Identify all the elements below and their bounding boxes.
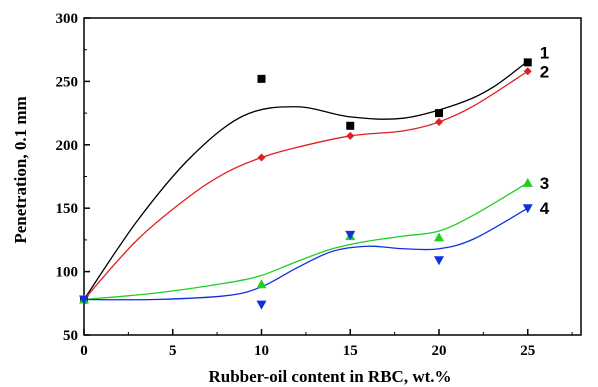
series-1-point: [257, 74, 266, 83]
series-2-point: [346, 131, 355, 140]
series-3-point: [434, 232, 444, 242]
x-axis-ticks: 0 5 10 15 20 25: [80, 329, 573, 359]
series-labels: 12 3 4: [540, 43, 550, 218]
series-4-point: [345, 230, 356, 240]
series-4-point: [79, 295, 89, 305]
series-3-point: [522, 177, 533, 187]
series-4-fit-line: [83, 207, 529, 301]
y-tick-label: 250: [56, 74, 79, 90]
series-3-fit-line: [83, 182, 529, 301]
x-tick-label: 20: [432, 343, 447, 359]
x-tick-label: 25: [520, 343, 535, 359]
series-3-label: 3: [540, 174, 549, 193]
series-2-point: [523, 67, 532, 76]
series-1-point: [346, 121, 355, 130]
y-tick-label: 50: [63, 328, 78, 344]
fit-curves: [83, 60, 529, 301]
series-2-point: [435, 117, 443, 126]
series-1-fit-line: [83, 60, 529, 300]
y-axis-ticks: 50 100 150 200 250 300: [56, 11, 90, 344]
series-1-point: [523, 58, 532, 67]
y-tick-label: 150: [56, 201, 79, 217]
y-tick-label: 300: [56, 11, 79, 27]
series-1-point: [435, 109, 443, 118]
series-2-label: 2: [540, 62, 549, 81]
x-tick-label: 5: [169, 343, 177, 359]
x-tick-label: 10: [254, 343, 269, 359]
series-4-label: 4: [540, 199, 550, 218]
series-4-point: [434, 256, 444, 266]
series-3-point: [256, 279, 267, 289]
plot-border: [83, 17, 582, 336]
series-4-point: [256, 300, 267, 310]
x-tick-label: 0: [80, 343, 88, 359]
plot-frame: [83, 17, 582, 336]
data-markers: [79, 58, 533, 310]
x-tick-label: 15: [343, 343, 358, 359]
series-4-point: [522, 204, 533, 214]
y-tick-label: 200: [56, 138, 79, 154]
y-axis-title: Penetration, 0.1 mm: [11, 96, 30, 243]
x-axis-title: Rubber-oil content in RBC, wt.%: [208, 367, 451, 386]
y-tick-label: 100: [56, 265, 79, 281]
series-1-label: 1: [540, 43, 549, 62]
series-2-point: [257, 153, 266, 162]
series-2-fit-line: [83, 70, 529, 300]
